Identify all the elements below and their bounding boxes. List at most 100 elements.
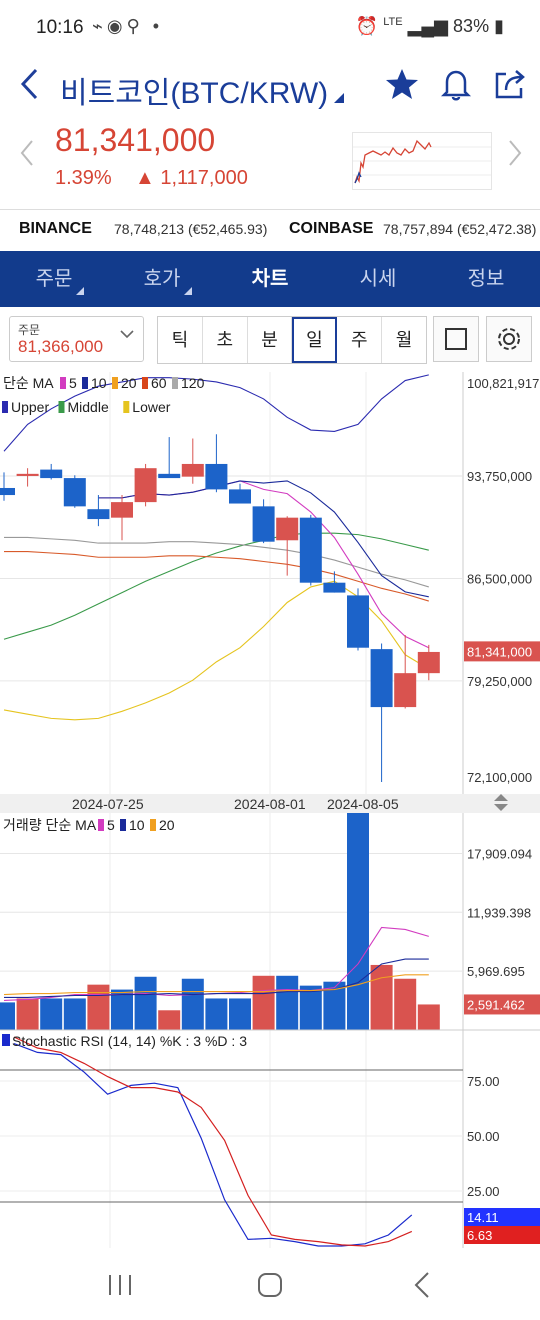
candle-body [417,651,440,674]
candle-body [63,478,86,507]
ma-legend-swatch [112,377,118,389]
price-tick-label: 100,821,917 [467,376,539,391]
chevron-down-icon [119,327,135,345]
ma-legend-swatch [82,377,88,389]
last-volume-label: 2,591.462 [467,997,525,1012]
order-price-label: 주문 [18,323,41,337]
page-title: 비트코인(BTC/KRW) [60,68,345,112]
candle-body [252,506,275,542]
exchange-name-coinbase: COINBASE [289,220,374,237]
last-k-tag [464,1208,540,1226]
ma-legend-label: 5 [69,375,77,391]
bollinger-legend-swatch [2,401,8,413]
volume-bar [299,985,322,1030]
bollinger-legend-label: Middle [68,399,109,415]
stoch-k-swatch [2,1034,10,1046]
volume-tick-label: 5,969.695 [467,964,525,979]
status-bar: 10:16 ⌁◉⚲ • ⏰ LTE ▂▄▆ 83% ▮ [0,0,540,58]
next-coin-icon[interactable] [506,138,524,176]
drawing-tool-button[interactable] [433,316,479,362]
ma-legend-swatch [142,377,148,389]
recents-icon[interactable] [105,1272,135,1303]
battery-icon: ▮ [494,16,504,36]
volume-bar [229,998,251,1030]
volume-legend-label: 5 [107,817,115,833]
volume-bar [40,998,63,1030]
tab-info[interactable]: 정보 [467,268,505,290]
interval-tick[interactable]: 틱 [158,317,203,363]
candle-body [229,489,251,504]
interval-month[interactable]: 월 [395,330,413,350]
exchange-value-binance: 78,748,213 (€52,465.93) [114,221,268,237]
candle-body [394,673,417,708]
resize-handle-icon [494,794,508,811]
candle-body [134,468,157,503]
last-k-label: 14.11 [467,1210,499,1225]
stoch-legend-title: Stochastic RSI (14, 14) %K : 3 %D : 3 [12,1033,247,1049]
volume-legend-swatch [150,819,156,831]
chart-area[interactable]: 100,821,917 93,750,000 86,500,000 79,250,00… [0,372,540,1252]
volume-tick-label: 11,939.398 [467,905,531,920]
tab-order[interactable]: 주문 [0,251,108,307]
price-chart[interactable]: 100,821,917 93,750,000 86,500,000 79,250,00… [0,372,540,1252]
volume-bar [63,998,86,1030]
stoch-k-line [13,1043,413,1247]
back-nav-icon[interactable] [410,1270,434,1305]
stoch-tick-label: 50.00 [467,1129,500,1144]
status-right: ⏰ LTE ▂▄▆ 83% ▮ [356,16,504,37]
interval-second[interactable]: 초 [203,317,248,363]
candle-body [276,517,299,541]
tab-market[interactable]: 시세 [359,268,397,290]
notification-bell-icon[interactable] [438,66,474,102]
volume-legend-swatch [98,819,104,831]
tab-orderbook[interactable]: 호가 [108,251,216,307]
share-icon[interactable] [492,66,528,102]
signal-icon: ▂▄▆ [407,16,449,36]
tab-chart[interactable]: 차트 [251,268,289,290]
chart-toolbar: 주문 81,366,000 틱 초 분 일 주 월 [0,307,540,371]
change-amount: ▲ 1,117,000 [135,167,248,189]
interval-day[interactable]: 일 [292,317,338,363]
last-d-tag [464,1226,540,1244]
candle-body [87,509,110,520]
app-header: 비트코인(BTC/KRW) [0,58,540,118]
volume-bar [323,981,346,1030]
candle-body [158,473,181,479]
candle-body [111,502,133,518]
back-icon[interactable] [18,66,42,111]
interval-selector: 틱 초 분 일 주 월 [157,316,427,364]
bollinger-legend-label: Lower [132,399,170,415]
ma-legend-label: 120 [181,375,205,391]
price-tick-label: 72,100,000 [467,770,532,785]
notification-icons: ⌁◉⚲ • [92,16,164,36]
interval-minute[interactable]: 분 [248,317,293,363]
volume-bar [16,998,39,1030]
system-nav-bar [0,1248,540,1320]
favorite-star-icon[interactable] [384,66,420,102]
volume-legend-label: 20 [159,817,175,833]
volume-bar [370,964,393,1030]
status-time: 10:16 [36,17,84,38]
price-tick-label: 86,500,000 [467,571,532,586]
gear-icon [498,328,520,350]
stoch-tick-label: 75.00 [467,1074,500,1089]
volume-bar [252,975,275,1030]
title-dropdown-icon[interactable] [334,93,345,103]
volume-bar [158,1010,181,1030]
ma-legend-title: 단순 MA [3,375,54,391]
volume-bar [205,998,228,1030]
order-price-select[interactable]: 주문 81,366,000 [9,316,144,362]
date-label: 2024-07-25 [72,796,144,812]
candle-body [205,463,228,490]
sparkline-chart [352,132,492,190]
candle-body [0,487,15,496]
stoch-d-line [13,1036,413,1247]
price-tick-label: 79,250,000 [467,674,532,689]
interval-week[interactable]: 주 [337,317,383,363]
price-tick-label: 93,750,000 [467,469,532,484]
volume-legend-title: 거래량 단순 MA [3,817,97,833]
home-icon[interactable] [255,1270,285,1305]
chart-settings-button[interactable] [486,316,532,362]
prev-coin-icon[interactable] [18,138,36,176]
square-icon [445,328,467,350]
